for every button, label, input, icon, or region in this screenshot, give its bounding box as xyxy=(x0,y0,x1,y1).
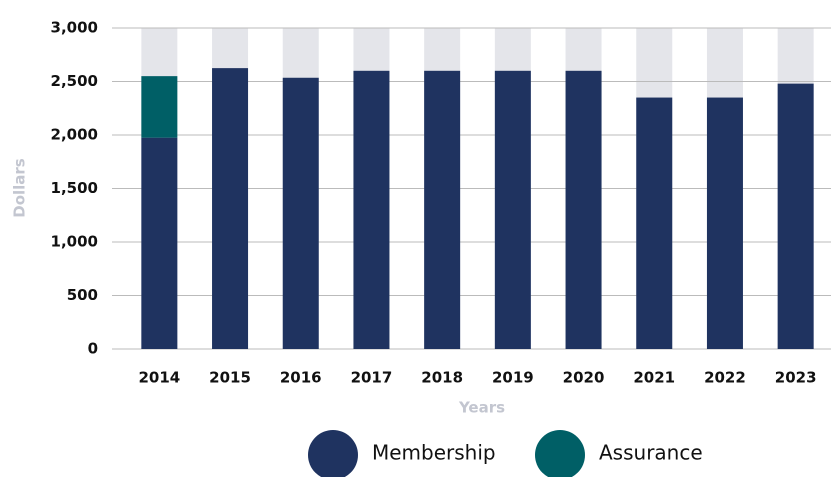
x-tick-label: 2021 xyxy=(633,369,675,387)
y-tick-label: 0 xyxy=(88,340,98,358)
legend-label: Assurance xyxy=(599,441,703,465)
x-tick-label: 2020 xyxy=(563,369,605,387)
y-tick-label: 1,500 xyxy=(51,179,98,197)
bar-segment xyxy=(141,137,178,349)
y-tick-label: 1,000 xyxy=(51,233,98,251)
y-tick-label: 2,000 xyxy=(51,126,98,144)
bar-segment xyxy=(636,97,673,349)
y-axis-title: Dollars xyxy=(11,158,29,218)
bar-segment xyxy=(777,83,814,349)
x-tick-label: 2018 xyxy=(421,369,463,387)
bar-segment xyxy=(494,70,531,350)
x-axis-title: Years xyxy=(458,399,505,417)
x-tick-label: 2017 xyxy=(351,369,393,387)
bar-segment xyxy=(282,77,319,349)
x-tick-label: 2022 xyxy=(704,369,746,387)
x-tick-label: 2023 xyxy=(775,369,817,387)
x-tick-label: 2019 xyxy=(492,369,534,387)
y-tick-label: 500 xyxy=(67,286,98,304)
bar-segment xyxy=(353,70,390,350)
bar-segment xyxy=(565,70,602,350)
bar-segment xyxy=(424,70,461,350)
legend-label: Membership xyxy=(372,441,496,465)
bar-segment xyxy=(141,76,178,138)
y-tick-label: 2,500 xyxy=(51,72,98,90)
legend-swatch xyxy=(308,430,358,477)
y-tick-label: 3,000 xyxy=(51,19,98,37)
legend-swatch xyxy=(535,430,585,477)
bar-segment xyxy=(706,97,743,349)
bar-segment xyxy=(212,68,249,349)
x-tick-label: 2016 xyxy=(280,369,322,387)
x-tick-label: 2014 xyxy=(138,369,180,387)
x-tick-label: 2015 xyxy=(209,369,251,387)
